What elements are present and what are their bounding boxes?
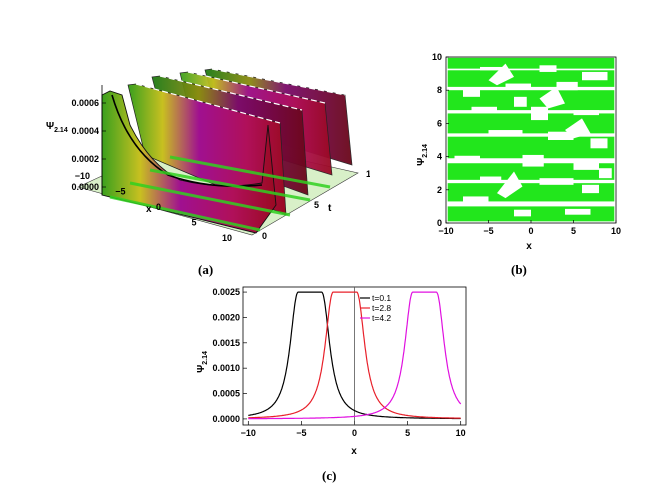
series-line-1: [248, 291, 461, 420]
z-tick-label: 0.0006: [71, 98, 99, 108]
line-y-tick-label: 0.0010: [212, 363, 240, 373]
contour-gap: [471, 106, 497, 112]
caption-a: (a): [198, 262, 214, 277]
t-axis-label: t: [328, 203, 332, 214]
contour-x-tick-label: 0: [528, 226, 533, 236]
contour-band: [447, 57, 615, 69]
line-x-tick-label: 0: [352, 428, 357, 438]
surface-ridge-mid: [127, 83, 287, 216]
line-plot-y-label: Ψ2.14: [196, 351, 209, 373]
series-line-2: [248, 291, 461, 419]
x-tick-label: −5: [115, 187, 125, 197]
contour-gap: [599, 168, 612, 179]
t-tick-label: 10: [366, 169, 370, 179]
contour-gap: [480, 66, 506, 71]
contour-gap: [514, 96, 527, 107]
x-axis-label: x: [146, 204, 152, 215]
contour-x-tick-label: −5: [483, 226, 493, 236]
contour-gap: [539, 65, 557, 72]
surface-ridge-highlights: [135, 68, 346, 124]
contour-gap: [454, 155, 480, 162]
z-axis-label: Ψ2.14: [46, 121, 68, 134]
x-tick-label: 5: [191, 218, 196, 228]
legend-label-1: t=0.1: [372, 293, 391, 303]
contour-x-tick-label: 5: [571, 226, 576, 236]
line-plot-x-label: x: [351, 446, 357, 457]
legend-label-3: t=4.2: [372, 313, 391, 323]
contour-gap: [565, 208, 591, 215]
contour-gap: [497, 171, 523, 199]
contour-gap: [539, 86, 565, 109]
contour-gap: [514, 209, 531, 217]
contour-x-tick-label: −10: [438, 226, 453, 236]
contour-gap: [539, 178, 574, 185]
contour-gap: [556, 81, 578, 91]
contour-y-tick-label: 6: [437, 118, 442, 128]
line-x-tick-label: −5: [296, 428, 306, 438]
contour-gap: [548, 131, 574, 140]
contour-y-label: Ψ2.14: [416, 144, 429, 166]
series-line-3: [248, 291, 462, 420]
contour-gap: [488, 63, 514, 86]
contour-band: [447, 90, 615, 111]
contour-gap: [505, 83, 531, 89]
t-tick-label: 0: [262, 231, 267, 241]
contour-y-tick-label: 0: [437, 218, 442, 228]
contour-y-tick-label: 4: [437, 152, 442, 162]
contour-gap: [582, 71, 608, 81]
z-tick-label: 0.0000: [71, 182, 99, 192]
caption-c: (c): [322, 468, 337, 483]
contour-gap: [463, 88, 480, 97]
line-x-tick-label: 10: [456, 428, 466, 438]
x-tick-label: 0: [156, 202, 161, 212]
x-tick-label: −10: [75, 171, 90, 181]
legend-label-2: t=2.8: [372, 303, 391, 313]
line-y-tick-label: 0.0005: [212, 389, 240, 399]
contour-gap: [573, 110, 599, 116]
contour-band: [447, 183, 615, 202]
contour-gap: [480, 176, 502, 182]
contour-gap: [531, 106, 548, 121]
line-y-tick-label: 0.0015: [212, 338, 240, 348]
contour-band: [447, 163, 615, 180]
z-tick-label: 0.0002: [71, 154, 99, 164]
contour-gap: [565, 118, 591, 139]
contour-x-label: x: [526, 241, 532, 252]
t-tick-label: 5: [314, 200, 319, 210]
contour-gap: [590, 138, 608, 149]
surface-ridge-front: [101, 90, 277, 234]
x-tick-label: 10: [222, 233, 232, 243]
z-tick-label: 0.0004: [71, 126, 99, 136]
contour-x-tick-label: 10: [611, 226, 621, 236]
line-y-tick-label: 0.0020: [212, 312, 240, 322]
contour-gap: [573, 159, 599, 170]
contour-band: [447, 136, 615, 159]
chart-b-contour: −10 −5 0 5 10 0 2 4 6 8 10 x Ψ2.14: [416, 52, 621, 252]
surface-floor-stripes: [109, 155, 331, 232]
line-y-tick-label: 0.0000: [212, 414, 240, 424]
line-x-tick-label: −10: [241, 428, 256, 438]
contour-y-tick-label: 8: [437, 85, 442, 95]
line-y-tick-label: 0.0025: [212, 287, 240, 297]
contour-y-tick-label: 10: [432, 52, 442, 62]
line-x-tick-label: 5: [405, 428, 410, 438]
contour-fill-region: [447, 57, 615, 222]
contour-y-tick-label: 2: [437, 185, 442, 195]
chart-c-line: 0.0000 0.0005 0.0010 0.0015 0.0020 0.0025 −10…: [196, 286, 467, 457]
contour-gap: [582, 184, 599, 194]
contour-gap: [522, 154, 544, 167]
contour-gap: [488, 130, 523, 136]
caption-b: (b): [511, 262, 527, 277]
contour-gap: [463, 196, 489, 205]
